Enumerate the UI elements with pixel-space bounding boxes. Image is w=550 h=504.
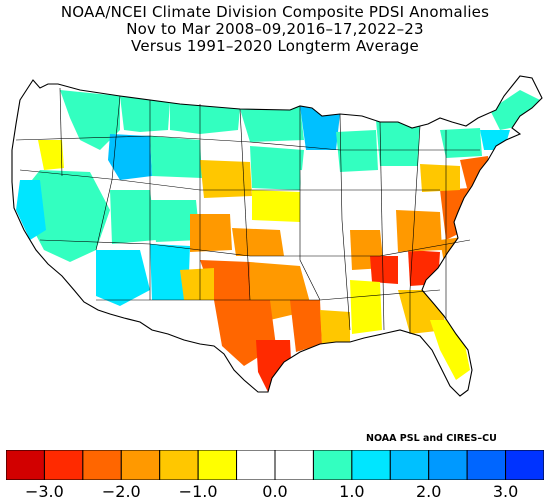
region-utah [110, 190, 156, 244]
region-wyoming [150, 136, 202, 178]
state-boundaries [15, 87, 480, 334]
colorbar-cell [43, 450, 84, 480]
region-oklahoma [232, 228, 284, 256]
colorbar-cell [428, 450, 468, 480]
region-wisconsin [336, 130, 378, 172]
region-ohio [420, 164, 460, 192]
region-tennessee-east [408, 250, 440, 286]
colorbar-tick-label: 3.0 [492, 482, 519, 501]
region-nebraska-west [200, 160, 252, 198]
region-ca-coast [16, 180, 46, 240]
region-kentucky [396, 210, 442, 252]
colorbar-tick-label: 0.0 [262, 482, 288, 501]
map-title-line1: NOAA/NCEI Climate Division Composite PDS… [60, 3, 490, 21]
us-climate-division-map [11, 75, 543, 397]
credit-label: NOAA PSL and CIRES–CU [366, 433, 497, 444]
map-title-line2: Nov to Mar 2008–09,2016–17,2022–23 [126, 20, 424, 38]
region-idaho-blue [108, 134, 152, 180]
region-wa-coast [30, 96, 66, 140]
colorbar-cell [82, 450, 122, 480]
region-montana-east [170, 102, 240, 134]
colorbar-cell [312, 450, 353, 480]
colorbar-cell [351, 450, 391, 480]
region-oklahoma-panhandle [190, 214, 232, 252]
colorbar-cell [505, 450, 544, 480]
region-north-dakota [240, 106, 304, 142]
region-trans-pecos [180, 268, 214, 300]
colorbar-cell [120, 450, 161, 480]
colorbar-cell [236, 450, 276, 480]
region-california-nevada [24, 170, 110, 262]
colorbar-tick-label: −2.0 [101, 482, 141, 501]
region-minnesota-blue [300, 106, 340, 150]
region-arizona [96, 250, 150, 306]
colorbar-cell [159, 450, 199, 480]
region-northwest-green [60, 90, 120, 150]
colorbar-cell [197, 450, 238, 480]
region-south-dakota [250, 146, 304, 190]
region-colorado [150, 200, 200, 242]
region-kansas [252, 190, 300, 222]
colorbar-cell [389, 450, 430, 480]
colorbar-cell [6, 450, 45, 480]
colorbar-tick-label: 2.0 [415, 482, 442, 501]
colorbar-tick-label: 1.0 [339, 482, 365, 501]
region-michigan [376, 120, 420, 166]
region-louisiana [320, 310, 350, 344]
region-new-mexico [150, 244, 190, 300]
region-montana-west [120, 96, 170, 132]
map-title-line3: Versus 1991–2020 Longterm Average [131, 37, 419, 55]
colorbar [6, 450, 544, 480]
colorbar-tick-label: −1.0 [178, 482, 218, 501]
region-tennessee-west [370, 256, 398, 284]
region-new-york [440, 128, 482, 158]
colorbar-cell [274, 450, 314, 480]
colorbar-cell [466, 450, 507, 480]
region-east-texas [290, 300, 322, 352]
region-oregon-yellow [38, 140, 64, 170]
region-mississippi [350, 280, 382, 334]
colorbar-tick-label: −3.0 [24, 482, 64, 501]
